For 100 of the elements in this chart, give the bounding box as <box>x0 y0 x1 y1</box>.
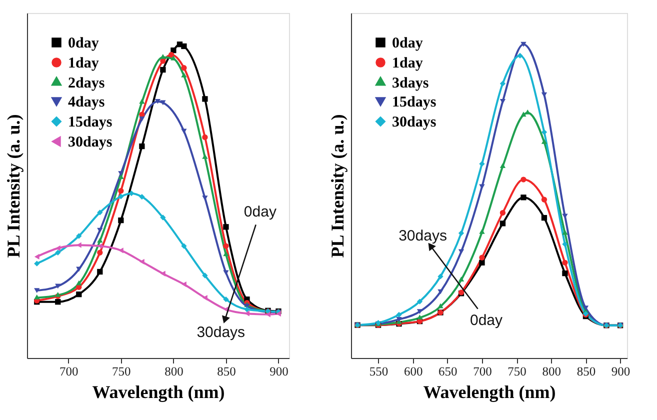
legend-label: 15days <box>392 94 436 110</box>
point <box>97 228 103 233</box>
point <box>479 184 485 190</box>
y-axis-title: PL Intensity (a. u.) <box>4 114 24 258</box>
point <box>181 65 187 71</box>
point <box>139 116 145 122</box>
x-tick-label: 850 <box>217 364 236 378</box>
x-tick-label: 750 <box>508 364 526 378</box>
point <box>139 143 145 150</box>
point <box>181 128 187 134</box>
point <box>202 154 208 159</box>
point <box>202 272 208 278</box>
point <box>223 243 229 249</box>
point <box>181 72 187 78</box>
point <box>139 258 144 265</box>
point <box>479 254 485 260</box>
x-tick-label: 750 <box>112 364 131 378</box>
x-tick-label: 650 <box>438 364 458 378</box>
point <box>438 274 444 280</box>
point <box>97 268 103 275</box>
point <box>170 47 176 54</box>
point <box>416 314 423 320</box>
point <box>562 270 568 276</box>
point <box>139 98 145 104</box>
point <box>160 270 166 276</box>
point <box>160 214 166 220</box>
legend-label: 0day <box>68 36 100 52</box>
point <box>181 43 187 50</box>
annotation: 30days <box>398 228 447 245</box>
point <box>55 250 61 256</box>
point <box>55 292 61 297</box>
point <box>223 251 229 256</box>
legend-label: 30days <box>68 134 112 150</box>
point <box>223 296 229 302</box>
point <box>223 270 229 276</box>
point <box>479 260 485 266</box>
point <box>118 194 124 200</box>
annotation: 0day <box>244 203 277 220</box>
x-axis-title: Wavelength (nm) <box>423 382 556 402</box>
point <box>541 214 548 221</box>
point <box>118 217 124 224</box>
point <box>479 228 485 234</box>
point <box>562 241 568 247</box>
legend-label: 30days <box>392 114 436 130</box>
point <box>97 238 103 243</box>
point <box>202 96 208 102</box>
point <box>160 66 166 73</box>
point <box>520 194 526 200</box>
point <box>500 210 506 216</box>
point <box>139 194 145 200</box>
point <box>76 292 82 298</box>
x-tick-label: 700 <box>473 364 492 378</box>
point <box>168 52 174 58</box>
point <box>181 243 187 249</box>
legend-label: 1day <box>392 56 424 72</box>
y-axis-title: PL Intensity (a. u.) <box>328 114 348 258</box>
point <box>55 299 61 305</box>
point <box>562 230 568 235</box>
point <box>541 92 548 98</box>
point <box>500 220 506 226</box>
legend-label: 0day <box>392 36 424 52</box>
point <box>34 260 40 266</box>
point <box>541 196 548 202</box>
point <box>97 250 103 256</box>
point <box>458 249 464 254</box>
x-tick-label: 850 <box>576 364 596 378</box>
point <box>76 266 82 272</box>
point <box>118 171 124 176</box>
point <box>438 289 444 294</box>
annotation: 0day <box>470 312 503 330</box>
point <box>520 112 526 117</box>
point <box>118 248 124 254</box>
point <box>500 80 506 86</box>
point <box>562 260 568 266</box>
legend-label: 4days <box>68 94 105 110</box>
point <box>479 161 485 167</box>
point <box>520 42 526 47</box>
point <box>202 134 208 140</box>
x-tick-label: 700 <box>60 364 78 378</box>
point <box>76 280 82 286</box>
point <box>202 196 208 200</box>
x-tick-label: 600 <box>404 364 423 378</box>
point <box>416 298 423 304</box>
point <box>520 176 526 182</box>
annotation: 30days <box>196 324 246 342</box>
point <box>154 98 161 104</box>
point <box>223 224 229 230</box>
x-axis-title: Wavelength (nm) <box>92 382 225 402</box>
point <box>202 294 208 301</box>
point <box>55 284 61 289</box>
x-tick-label: 800 <box>164 364 184 378</box>
legend-label: 3days <box>392 76 429 92</box>
point <box>458 276 464 282</box>
point <box>128 190 134 196</box>
x-tick-label: 550 <box>369 364 388 378</box>
point <box>541 138 548 144</box>
point <box>582 306 589 311</box>
point <box>34 288 40 294</box>
point <box>118 188 124 194</box>
point <box>76 233 82 239</box>
